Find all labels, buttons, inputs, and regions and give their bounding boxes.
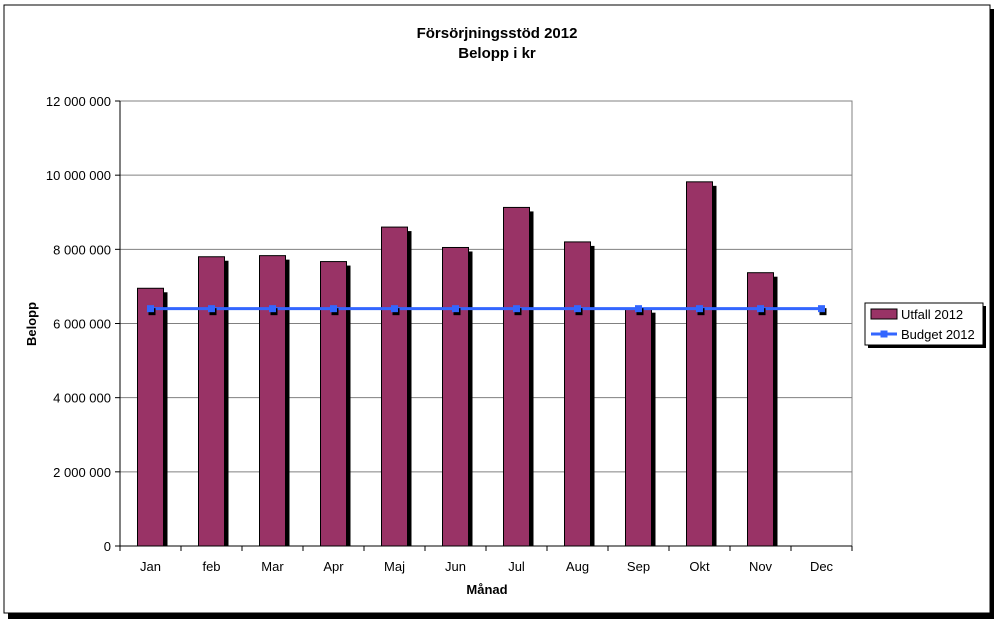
budget-point — [269, 305, 276, 313]
y-tick-label: 12 000 000 — [46, 94, 111, 109]
budget-point — [147, 305, 154, 313]
y-tick-label: 6 000 000 — [53, 317, 111, 332]
budget-point — [574, 305, 581, 313]
y-axis-title: Belopp — [24, 302, 39, 346]
bar — [503, 206, 530, 547]
bar — [259, 255, 286, 547]
x-tick-label: Jan — [140, 559, 161, 574]
budget-point — [635, 305, 642, 313]
legend: Utfall 2012 Budget 2012 — [864, 302, 986, 348]
gridlines — [120, 100, 852, 473]
y-tick-label: 0 — [104, 539, 111, 554]
bar — [686, 181, 713, 547]
budget-point — [757, 305, 764, 313]
chart-subtitle: Belopp i kr — [458, 45, 536, 62]
y-tick-label: 10 000 000 — [46, 168, 111, 183]
x-tick-label: Sep — [627, 559, 650, 574]
budget-point — [208, 305, 215, 313]
x-tick-label: Jun — [445, 559, 466, 574]
x-tick-label: Nov — [749, 559, 773, 574]
x-tick-label: feb — [202, 559, 220, 574]
legend-label-budget: Budget 2012 — [901, 327, 975, 342]
y-tick-label: 4 000 000 — [53, 391, 111, 406]
legend-swatch-budget-marker — [880, 330, 888, 338]
chart-title: Försörjningsstöd 2012 — [417, 25, 578, 42]
budget-line — [147, 305, 827, 316]
bar — [198, 256, 225, 547]
budget-point — [513, 305, 520, 313]
y-tick-label: 8 000 000 — [53, 242, 111, 257]
x-tick-label: Mar — [261, 559, 284, 574]
bar — [564, 241, 591, 547]
budget-point — [818, 305, 825, 313]
budget-point — [452, 305, 459, 313]
x-tick-label: Aug — [566, 559, 589, 574]
bar — [747, 272, 774, 547]
budget-point — [330, 305, 337, 313]
legend-label-utfall: Utfall 2012 — [901, 307, 963, 322]
x-tick-label: Apr — [323, 559, 344, 574]
budget-point — [391, 305, 398, 313]
x-axis-ticks: Jan feb Mar Apr Maj Jun Jul Aug Sep Okt Nov Dec — [119, 546, 853, 574]
bar — [320, 261, 347, 547]
x-axis-title: Månad — [466, 582, 507, 597]
legend-swatch-utfall — [870, 308, 898, 320]
bar — [137, 287, 164, 547]
x-tick-label: Jul — [508, 559, 525, 574]
y-axis-ticks: 0 2 000 000 4 000 000 6 000 000 8 000 000 10 … — [46, 94, 120, 554]
x-tick-label: Dec — [810, 559, 834, 574]
bars — [137, 181, 778, 547]
budget-point — [696, 305, 703, 313]
bar — [625, 308, 652, 547]
x-tick-label: Okt — [689, 559, 710, 574]
bar — [381, 226, 408, 547]
y-tick-label: 2 000 000 — [53, 465, 111, 480]
bar — [442, 246, 469, 547]
x-tick-label: Maj — [384, 559, 405, 574]
